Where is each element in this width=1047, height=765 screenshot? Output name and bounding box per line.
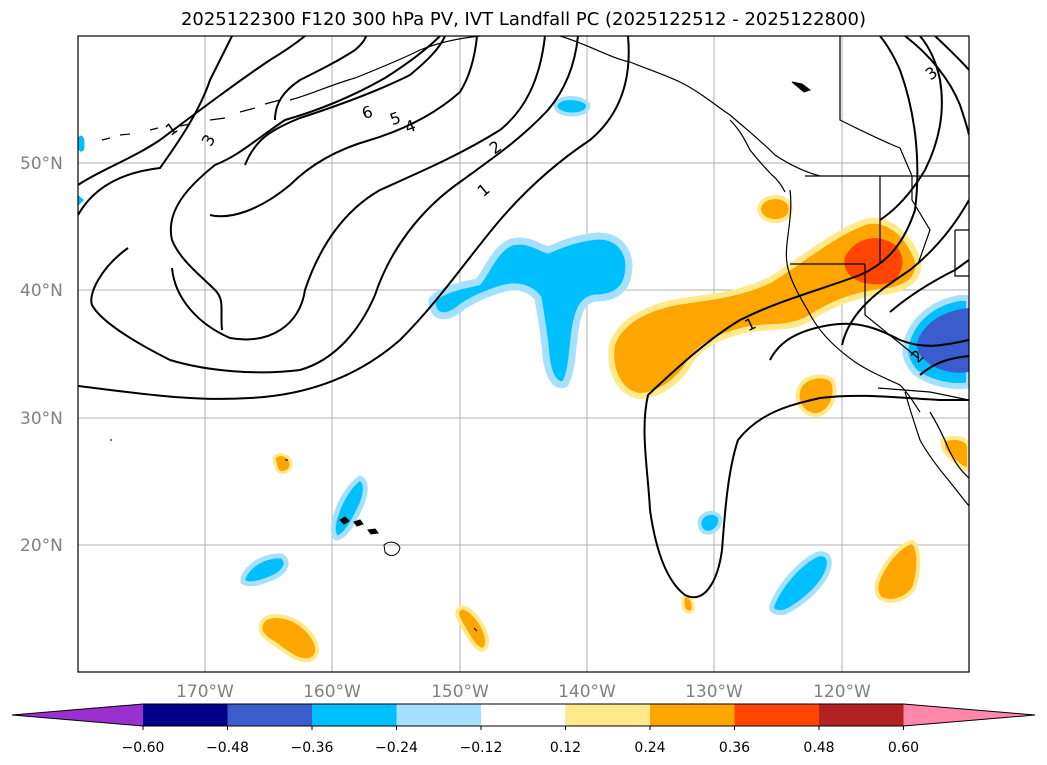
border-mexico [877,387,969,401]
colorbar-segment [396,704,482,726]
patch-oregon [757,195,793,224]
colorbar-segment [227,704,313,726]
blue-central-pacific [428,232,633,389]
blue-core-california [917,308,969,373]
alaska-coast [289,36,821,177]
negative-anomaly-shading [78,96,969,615]
contour-east-7 [934,36,969,71]
baja-coast [904,391,969,507]
contour-inner-b [171,36,546,341]
us-west-coast [785,189,921,413]
blue-southwest [240,553,289,587]
island-120w [791,81,812,93]
lat-label: 40°N [20,281,63,301]
contour-2 [78,36,233,216]
latitude-labels: 50°N 40°N 30°N 20°N [20,154,63,556]
contour-east-3 [841,199,969,346]
colorbar-tick-label: 0.24 [634,740,665,756]
contour-inner-a [90,36,579,374]
contour-east-1 [647,36,919,396]
colorbar-tick-label: 0.60 [888,740,919,756]
map-title: 2025122300 F120 300 hPa PV, IVT Landfall… [180,9,867,30]
lon-label: 150°W [431,682,489,702]
patch-baja-offshore [795,374,837,418]
contour-outer-1 [78,36,306,186]
blue-gulf-alaska [553,96,591,117]
blue-west-edge-north [78,135,85,152]
map-panel [78,36,969,672]
colorbar: −0.60 −0.48 −0.36 −0.24 −0.12 0.12 0.24 0.36 0.4… [11,703,1036,756]
contour-east-5 [879,36,943,221]
gulf-california-coast [929,411,969,479]
colorbar-segment [143,704,228,726]
patch-small-northwest [272,453,293,474]
blue-west-edge-small [78,195,84,206]
contour-inner-e [244,36,446,166]
lon-label: 160°W [303,682,361,702]
ivt-red-core [844,238,903,285]
contour-main [78,36,630,400]
contour-east-outer [643,394,969,599]
colorbar-tick-label: −0.60 [122,740,165,756]
aleutian-chain [101,99,281,141]
contour-east-6 [904,36,969,136]
colorbar-tick-label: −0.12 [460,740,503,756]
patch-mexico-south [874,539,921,603]
coastlines [101,36,969,507]
colorbar-segment [819,704,904,726]
patch-south-hawaii [258,614,320,663]
contour-inner-f [274,36,367,121]
pv-contours [78,36,969,599]
blue-southeast [769,551,832,615]
contour-inner-c [169,36,441,331]
colorbar-tick-label: −0.36 [291,740,334,756]
state-border-nv-az [864,264,919,359]
colorbar-segment [312,704,397,726]
colorbar-segment [650,704,735,726]
islands-nw-hawaii [110,439,478,632]
lon-label: 120°W [813,682,871,702]
lon-label: 170°W [176,682,234,702]
contour-east-8 [919,355,969,376]
lat-label: 20°N [20,536,63,556]
colorbar-tick-label: −0.48 [206,740,249,756]
colorbar-tick-label: 0.48 [803,740,834,756]
bc-coast [729,119,786,193]
hawaii-big-island [383,541,401,556]
longitude-labels: 170°W 160°W 150°W 140°W 130°W 120°W [176,682,871,702]
hawaii-maui [367,528,379,535]
contour-east-4 [889,259,969,313]
colorbar-tick-label: −0.24 [375,740,418,756]
lon-label: 140°W [558,682,616,702]
lat-label: 50°N [20,154,63,174]
lon-label: 130°W [685,682,743,702]
canada-internal-2 [954,229,969,277]
blue-130w [697,511,723,535]
patch-mexico-east [939,436,969,473]
patch-150w [455,605,489,653]
colorbar-segment [734,704,820,726]
blue-hawaii-north [330,475,368,541]
lat-label: 30°N [20,409,63,429]
colorbar-segment [565,704,651,726]
hawaii-kauai [339,516,350,525]
colorbar-tick-label: 0.36 [719,740,750,756]
map-border [77,35,970,673]
colorbar-tick-label: 0.12 [550,740,581,756]
colorbar-extend-low [12,704,143,726]
contour-inner-d [209,36,478,218]
colorbar-segment [481,704,566,726]
contour-east-2 [769,322,969,361]
canada-internal [839,36,913,177]
islands [110,81,812,632]
hawaii-oahu [353,519,364,527]
patch-132w [681,594,695,614]
colorbar-extend-high [903,704,1035,726]
